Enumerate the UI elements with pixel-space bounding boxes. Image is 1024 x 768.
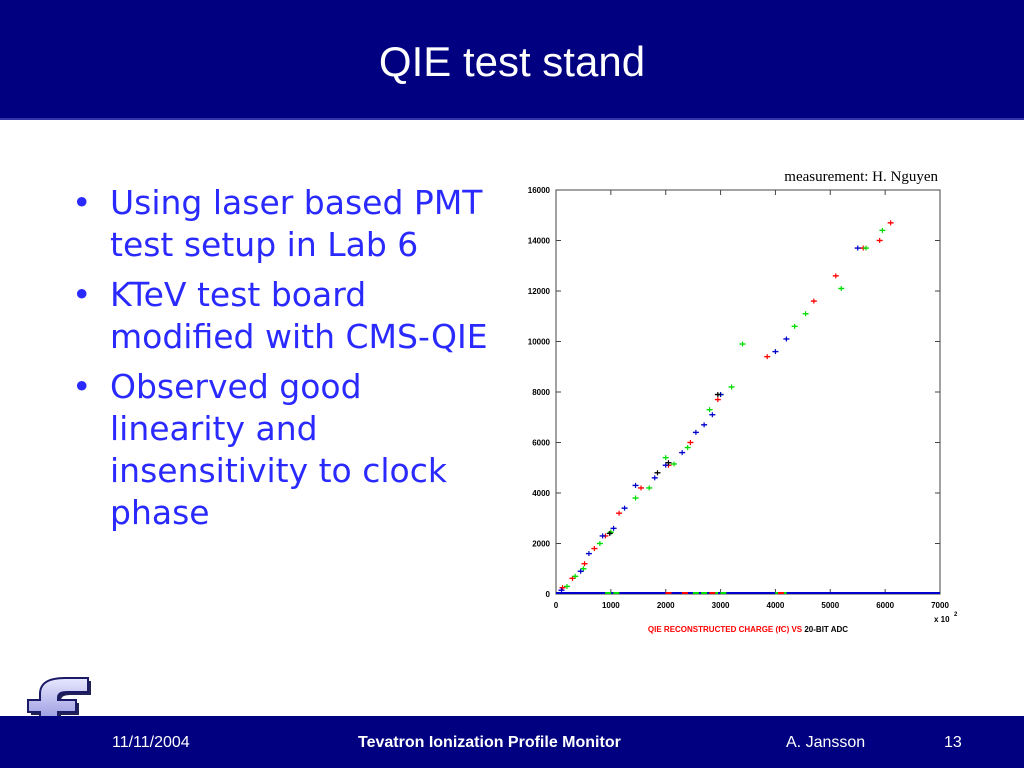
data-point <box>572 573 579 579</box>
measurement-credit: measurement: H. Nguyen <box>784 169 938 185</box>
data-point <box>606 530 613 536</box>
plot-frame <box>555 189 941 595</box>
data-point <box>577 568 584 574</box>
data-point <box>632 495 639 501</box>
x-tick-label: 7000 <box>931 601 949 610</box>
x-multiplier-exponent: 2 <box>954 612 958 618</box>
title-bar: QIE test stand <box>0 0 1024 120</box>
data-point <box>585 551 592 557</box>
x-tick-label: 3000 <box>712 601 730 610</box>
data-point <box>638 485 645 491</box>
bullet-text: Observed good linearity and insensitivit… <box>110 367 447 532</box>
y-tick-label: 0 <box>546 590 551 599</box>
data-point <box>610 525 617 531</box>
bullet-text: KTeV test board modified with CMS-QIE <box>110 275 488 356</box>
data-point <box>728 384 735 390</box>
x-tick-label: 1000 <box>602 601 620 610</box>
y-tick-label: 2000 <box>532 540 550 549</box>
footer-date: 11/11/2004 <box>112 734 190 751</box>
x-tick-label: 6000 <box>876 601 894 610</box>
data-point <box>838 285 845 291</box>
y-tick-label: 10000 <box>528 338 551 347</box>
data-point <box>558 587 565 593</box>
x-axis-label: QIE RECONSTRUCTED CHARGE (fC) VS 20-BIT … <box>648 625 848 634</box>
data-point <box>559 585 566 591</box>
data-point <box>854 245 861 251</box>
linearity-chart: 0 2000 4000 6000 8000 10000 12000 14000 16000 0 10… <box>528 186 958 634</box>
data-point <box>879 227 886 233</box>
data-point <box>651 475 658 481</box>
data-point <box>692 429 699 435</box>
x-tick-label: 4000 <box>767 601 785 610</box>
data-point <box>862 245 869 251</box>
data-point <box>714 397 721 403</box>
data-point <box>832 273 839 279</box>
data-point <box>670 461 677 467</box>
y-tick-label: 16000 <box>528 186 551 195</box>
data-point <box>654 470 661 476</box>
data-point <box>580 566 587 572</box>
data-point <box>810 298 817 304</box>
data-point <box>599 533 606 539</box>
y-tick-label: 8000 <box>532 388 550 397</box>
data-point <box>772 349 779 355</box>
data-point <box>596 541 603 546</box>
data-point <box>687 440 694 445</box>
data-point <box>616 510 623 516</box>
x-multiplier-label: x 10 <box>934 615 950 624</box>
footer-author: A. Jansson <box>786 734 866 751</box>
data-point <box>632 482 639 488</box>
data-point <box>563 583 570 589</box>
y-tick-label: 4000 <box>532 489 550 498</box>
y-tick-label: 12000 <box>528 287 551 296</box>
data-point <box>876 238 883 243</box>
bullet-list: • Using laser based PMT test setup in Lab… <box>72 182 502 542</box>
data-point <box>764 354 771 360</box>
bullet-item: • KTeV test board modified with CMS-QIE <box>72 274 502 358</box>
data-point <box>581 561 588 567</box>
footer-page-number: 13 <box>944 734 962 751</box>
data-point <box>783 336 790 342</box>
data-point <box>701 422 708 428</box>
bullet-dot-icon: • <box>72 183 92 222</box>
x-tick-label: 5000 <box>821 601 839 610</box>
y-tick-label: 6000 <box>532 439 550 448</box>
data-point <box>802 311 809 317</box>
footer-bar: 11/11/2004 Tevatron Ionization Profile M… <box>0 716 1024 768</box>
data-point <box>621 505 628 511</box>
data-point <box>591 546 598 552</box>
slide-title: QIE test stand <box>378 38 646 85</box>
x-tick-label: 0 <box>554 601 559 610</box>
data-point <box>706 407 713 413</box>
data-point <box>662 462 669 468</box>
y-tick-label: 14000 <box>528 237 551 246</box>
bullet-dot-icon: • <box>72 275 92 314</box>
data-point <box>679 450 686 456</box>
data-point <box>887 220 894 226</box>
bullet-text: Using laser based PMT test setup in Lab … <box>110 183 483 264</box>
x-tick-label: 2000 <box>657 601 675 610</box>
data-point <box>684 445 691 451</box>
data-point <box>665 460 672 466</box>
footer-title: Tevatron Ionization Profile Monitor <box>358 734 621 751</box>
data-point <box>739 341 746 347</box>
data-point <box>662 455 669 461</box>
bullet-item: • Using laser based PMT test setup in Lab… <box>72 182 502 266</box>
data-point <box>646 485 653 491</box>
data-point <box>709 412 716 418</box>
bullet-dot-icon: • <box>72 367 92 406</box>
data-point <box>714 392 721 398</box>
bullet-item: • Observed good linearity and insensitivi… <box>72 366 502 534</box>
data-point <box>791 323 798 329</box>
